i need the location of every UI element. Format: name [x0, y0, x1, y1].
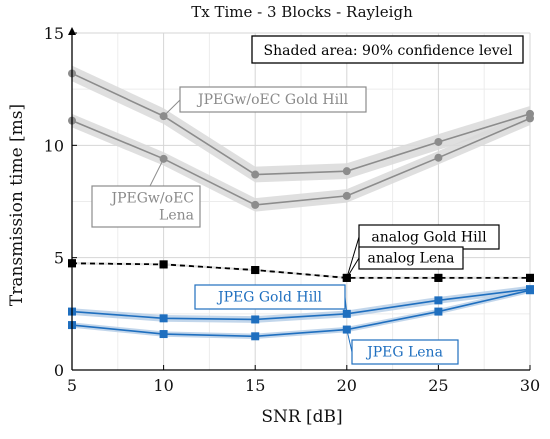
label-box: [358, 246, 464, 270]
series-label-text: JPEGw/oEC: [110, 191, 195, 207]
series-line-1: [71, 117, 531, 206]
data-point: [251, 315, 260, 324]
series-label-3: analog Lena: [346, 246, 464, 279]
x-tick-label: 10: [153, 376, 173, 395]
data-point: [159, 260, 168, 269]
label-box: [91, 185, 201, 228]
label-leader-line: [346, 329, 353, 353]
chart-title: Tx Time - 3 Blocks - Rayleigh: [191, 3, 413, 21]
x-tick-label: 25: [428, 376, 448, 395]
data-point: [251, 266, 260, 275]
y-tick-label: 10: [44, 136, 64, 155]
label-leader-line: [346, 236, 360, 279]
series-label-4: JPEG Gold Hill: [194, 284, 348, 314]
label-box: [358, 224, 500, 250]
label-box: [194, 284, 346, 310]
y-tick-label: 15: [44, 24, 64, 43]
label-leader-line: [346, 257, 360, 279]
series-line-0: [71, 72, 531, 176]
data-point: [434, 153, 443, 162]
label-leader-line: [149, 158, 165, 187]
confidence-band-3: [72, 262, 530, 280]
confidence-band-4: [72, 285, 530, 323]
data-point: [434, 296, 443, 305]
confidence-band-0: [72, 65, 530, 183]
data-point: [526, 286, 534, 295]
series-label-text: JPEG Lena: [365, 345, 443, 361]
data-point: [526, 114, 534, 123]
annotation-text: Shaded area: 90% confidence level: [264, 43, 513, 59]
y-axis-label: Transmission time [ms]: [7, 104, 27, 306]
series-label-text: Lena: [159, 208, 194, 224]
annotation-box: Shaded area: 90% confidence level: [251, 35, 524, 64]
data-point: [159, 314, 168, 323]
x-tick-label: 20: [337, 376, 357, 395]
series-label-text: JPEG Gold Hill: [216, 290, 323, 306]
data-point: [159, 330, 168, 339]
series-line-5: [71, 289, 531, 338]
y-tick-label: 0: [54, 361, 64, 380]
series-label-0: JPEGw/oEC Gold Hill: [163, 86, 367, 117]
series-label-text: analog Gold Hill: [371, 230, 487, 246]
data-point: [251, 332, 260, 341]
series-line-3: [71, 262, 530, 279]
data-point: [251, 170, 260, 179]
data-point: [434, 137, 443, 146]
data-point: [434, 273, 443, 282]
y-axis-arrow: [68, 27, 76, 35]
x-tick-label: 30: [520, 376, 540, 395]
series-label-2: analog Gold Hill: [346, 224, 500, 279]
label-box: [351, 339, 459, 365]
data-point: [251, 200, 260, 209]
x-tick-label: 5: [67, 376, 77, 395]
series-label-text: JPEGw/oEC Gold Hill: [196, 92, 349, 108]
series-label-text: analog Lena: [368, 251, 455, 267]
series-labels: Shaded area: 90% confidence level JPEGw/o…: [91, 35, 524, 365]
y-tick-label: 5: [54, 249, 64, 268]
series-line-4: [71, 288, 531, 321]
data-point: [342, 167, 351, 176]
x-tick-label: 15: [245, 376, 265, 395]
series-lines: [71, 72, 531, 338]
data-point: [526, 273, 534, 282]
data-point: [342, 191, 351, 200]
x-axis-label: SNR [dB]: [261, 407, 342, 427]
annotation-frame: [251, 35, 524, 64]
label-leader-line: [163, 99, 181, 117]
label-box: [179, 86, 367, 113]
data-point: [434, 307, 443, 316]
series-label-5: JPEG Lena: [346, 329, 459, 365]
